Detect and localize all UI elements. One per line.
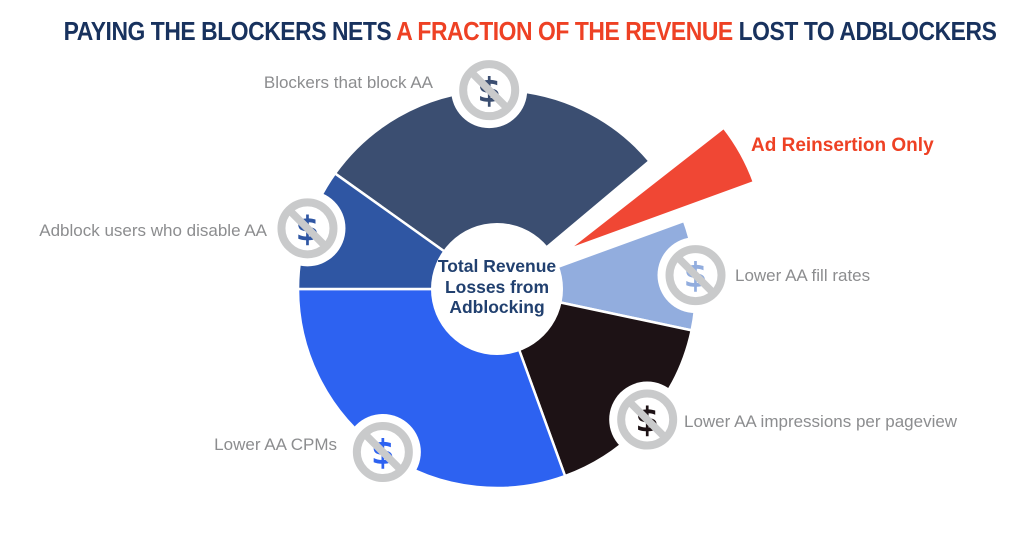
title-part-2: LOST TO ADBLOCKERS [732,16,997,46]
title-highlight: A FRACTION OF THE REVENUE [396,16,733,46]
slice-label-lower-aa-impressions: Lower AA impressions per pageview [684,412,958,431]
center-label-line-3: Adblocking [449,297,545,318]
slice-label-adblock-users-disable-aa: Adblock users who disable AA [39,221,267,240]
title-part-1: PAYING THE BLOCKERS NETS [63,16,397,46]
no-dollar-icon: $ [657,237,734,314]
center-label-line-2: Losses from [444,276,550,297]
center-label-line-1: Total Revenue [437,256,557,276]
donut-center-label: Total Revenue Losses from Adblocking [407,256,587,318]
no-dollar-icon: $ [269,190,346,267]
slice-label-ad-reinsertion-only: Ad Reinsertion Only [751,135,934,156]
page-title: PAYING THE BLOCKERS NETS A FRACTION OF T… [0,16,1024,47]
page-title-text: PAYING THE BLOCKERS NETS A FRACTION OF T… [64,16,997,47]
slice-label-lower-aa-cpms: Lower AA CPMs [214,435,337,454]
donut-hole [431,223,563,355]
no-dollar-icon: $ [609,381,686,458]
no-dollar-icon: $ [451,52,528,129]
slice-label-blockers-that-block-aa: Blockers that block AA [263,73,433,92]
no-dollar-icon: $ [344,414,421,491]
slice-label-lower-aa-fill-rates: Lower AA fill rates [735,266,871,285]
pie-slice-1 [565,126,756,252]
